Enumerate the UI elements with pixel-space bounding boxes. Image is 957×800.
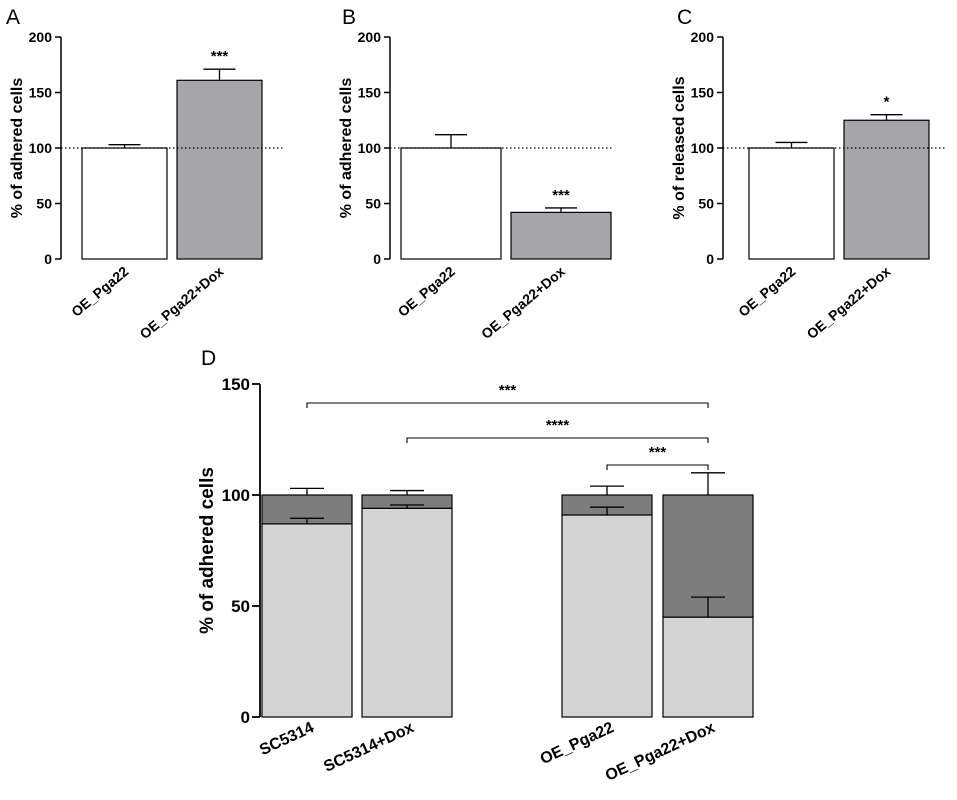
y-tick-label: 200 xyxy=(358,29,382,45)
y-tick-label: 150 xyxy=(29,85,53,101)
bar-1 xyxy=(81,147,168,260)
stacked-bar-lower-4 xyxy=(662,616,754,718)
panel-letter: D xyxy=(201,347,216,370)
bar-2 xyxy=(510,211,612,260)
significance-label: *** xyxy=(552,187,570,204)
y-axis-label: % of adhered cells xyxy=(9,78,26,219)
y-tick-label: 200 xyxy=(691,29,715,45)
y-tick-label: 200 xyxy=(29,29,53,45)
x-tick-label: OE_Pga22 xyxy=(68,263,132,320)
y-axis-label: % of adhered cells xyxy=(197,467,218,634)
x-tick-label: OE_Pga22 xyxy=(538,719,617,768)
stacked-bar-lower-3 xyxy=(561,514,653,718)
comparison-bracket xyxy=(606,464,709,470)
x-tick-label: OE_Pga22+Dox xyxy=(603,719,718,785)
panel-b: B 0 50 100 150 200 % of adhered cells OE_Pga22 *… xyxy=(338,6,612,342)
x-tick-label: OE_Pga22+Dox xyxy=(804,263,894,342)
comparison-bracket xyxy=(306,402,709,408)
bar-2 xyxy=(843,119,930,260)
x-tick-label: OE_Pga22+Dox xyxy=(137,263,227,342)
y-tick-label: 0 xyxy=(241,708,250,727)
bar-1 xyxy=(748,147,835,260)
x-tick-label: OE_Pga22+Dox xyxy=(478,263,568,342)
stacked-bar-lower-1 xyxy=(261,523,353,718)
panel-c: C 0 50 100 150 200 % of released cells OE_Pga22… xyxy=(671,6,945,342)
panel-a: A 0 50 100 150 200 % of adhered cells OE_Pga22 *… xyxy=(6,6,283,342)
panel-d: D 0 50 100 150 % of adhered cells SC5314 SC5314… xyxy=(197,347,754,785)
y-tick-label: 50 xyxy=(36,196,52,212)
bar-1 xyxy=(400,147,502,260)
y-tick-label: 50 xyxy=(365,196,381,212)
panel-letter: B xyxy=(342,6,356,29)
significance-label: *** xyxy=(211,48,229,65)
x-tick-label: OE_Pga22 xyxy=(735,263,799,320)
y-tick-label: 0 xyxy=(373,251,381,267)
x-tick-label: SC5314 xyxy=(257,719,317,759)
y-tick-label: 150 xyxy=(691,85,715,101)
y-axis-label: % of released cells xyxy=(671,76,688,219)
y-tick-label: 0 xyxy=(44,251,52,267)
significance-label: *** xyxy=(499,382,517,399)
comparison-bracket xyxy=(406,437,709,443)
y-axis-label: % of adhered cells xyxy=(338,78,355,219)
significance-label: *** xyxy=(649,444,667,461)
bar-2 xyxy=(176,79,263,260)
significance-label: **** xyxy=(546,417,570,434)
panel-letter: C xyxy=(677,6,692,29)
x-tick-label: OE_Pga22 xyxy=(395,263,459,320)
y-tick-label: 100 xyxy=(358,140,382,156)
y-tick-label: 100 xyxy=(29,140,53,156)
panel-letter: A xyxy=(6,6,20,29)
stacked-bar-lower-2 xyxy=(361,507,453,718)
significance-label: * xyxy=(884,94,890,111)
y-tick-label: 150 xyxy=(222,375,250,394)
y-tick-label: 100 xyxy=(222,486,250,505)
y-tick-label: 150 xyxy=(358,85,382,101)
y-tick-label: 100 xyxy=(691,140,715,156)
x-tick-label: SC5314+Dox xyxy=(321,719,417,776)
y-tick-label: 50 xyxy=(698,196,714,212)
y-tick-label: 50 xyxy=(231,597,250,616)
y-tick-label: 0 xyxy=(706,251,714,267)
